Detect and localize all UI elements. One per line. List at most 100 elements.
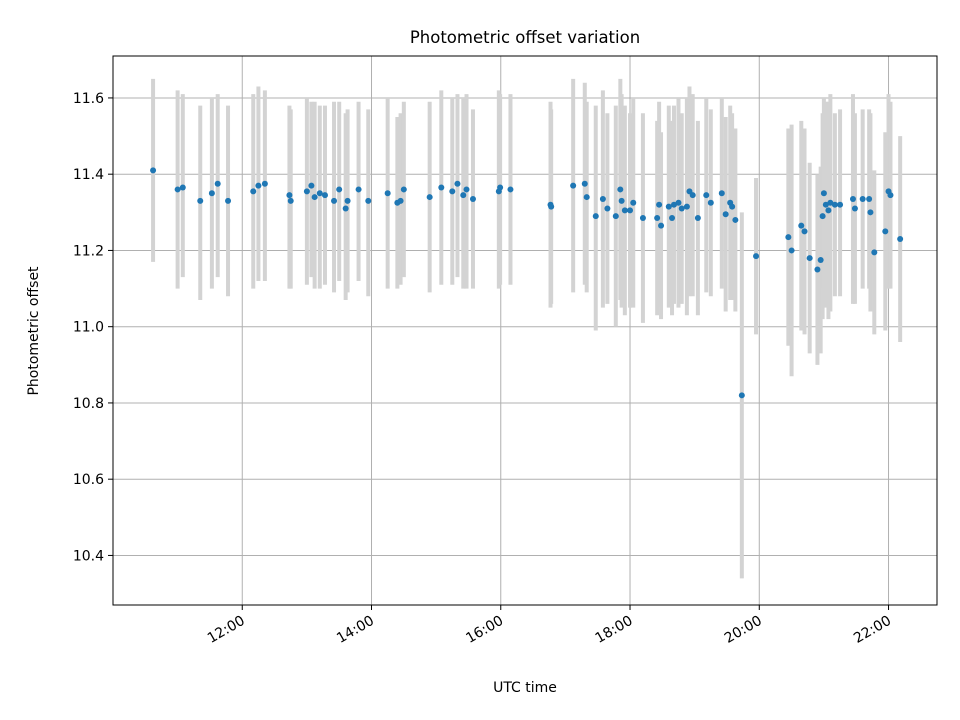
y-tick-label: 11.0 (73, 320, 104, 336)
data-point (630, 199, 637, 206)
data-point (592, 213, 599, 220)
data-point (426, 194, 433, 201)
x-tick-label: 12:00 (205, 613, 248, 647)
data-point (286, 192, 293, 199)
data-point (882, 228, 889, 235)
y-axis-label: Photometric offset (26, 266, 42, 396)
data-point (321, 192, 328, 199)
data-point (336, 186, 343, 193)
data-point (583, 194, 590, 201)
data-point (897, 236, 904, 242)
y-tick-label: 10.6 (73, 472, 104, 488)
data-point (617, 186, 624, 193)
data-point (798, 222, 805, 229)
data-point (827, 199, 834, 206)
error-bars (151, 78, 903, 579)
data-point (753, 253, 760, 260)
data-point (871, 249, 878, 256)
data-point (683, 203, 690, 210)
data-point (261, 180, 268, 187)
data-point (621, 207, 628, 214)
data-point (308, 182, 315, 189)
data-point (658, 222, 665, 229)
plot-frame (112, 55, 938, 606)
data-point (806, 255, 813, 262)
data-point (581, 180, 588, 187)
y-tick-label: 11.6 (73, 91, 104, 107)
data-point (344, 197, 351, 204)
data-point (785, 234, 792, 241)
data-point (831, 201, 838, 208)
x-tick-label: 20:00 (722, 613, 765, 647)
grid (113, 56, 937, 605)
data-point (365, 197, 372, 204)
data-point (250, 188, 257, 195)
data-point (497, 184, 504, 191)
data-point (718, 190, 725, 197)
y-tick-label: 11.4 (73, 167, 104, 183)
data-point (788, 247, 795, 254)
data-point (837, 201, 844, 208)
data-point (675, 199, 682, 206)
data-point (342, 205, 349, 212)
x-axis: 12:00 14:00 16:00 18:00 20:00 22:00 (205, 605, 894, 647)
data-point (397, 197, 404, 204)
data-point (438, 184, 445, 191)
data-point (331, 197, 338, 204)
data-point (463, 186, 470, 193)
data-point (460, 192, 467, 199)
data-point (454, 180, 461, 187)
data-point (355, 186, 362, 193)
data-point (469, 195, 476, 202)
data-point (599, 195, 606, 202)
data-point (729, 203, 736, 210)
x-tick-label: 22:00 (851, 613, 894, 647)
data-point (604, 205, 611, 212)
data-point (732, 216, 739, 223)
data-point (738, 392, 745, 399)
y-tick-label: 10.4 (73, 548, 104, 564)
data-point (303, 188, 310, 195)
data-point (612, 213, 619, 220)
data-point (801, 228, 808, 235)
data-point (197, 197, 204, 204)
data-point (174, 186, 181, 193)
data-point (384, 190, 391, 197)
chart-title: Photometric offset variation (410, 28, 640, 47)
data-point (670, 201, 677, 208)
data-point (548, 203, 555, 210)
data-point (618, 197, 625, 204)
data-point (822, 201, 829, 208)
data-point (316, 190, 323, 197)
data-point (627, 207, 634, 214)
data-point (887, 192, 894, 199)
data-point (449, 188, 456, 195)
data-point (656, 201, 663, 208)
data-point (819, 213, 826, 220)
data-point (703, 192, 710, 199)
data-point (814, 266, 821, 273)
data-point (689, 192, 696, 199)
data-point (722, 211, 729, 218)
data-point (225, 197, 232, 204)
data-point (150, 167, 157, 174)
data-point (817, 256, 824, 263)
x-tick-label: 18:00 (593, 613, 636, 647)
data-point (179, 184, 186, 191)
data-point (507, 186, 514, 193)
data-point (255, 182, 262, 189)
data-point (208, 190, 215, 197)
data-point (866, 195, 873, 202)
data-point (707, 199, 714, 206)
y-tick-label: 10.8 (73, 396, 104, 412)
data-point (859, 195, 866, 202)
data-point (867, 209, 874, 216)
data-point (849, 195, 856, 202)
data-point (570, 182, 577, 189)
data-points (150, 167, 904, 399)
data-point (287, 197, 294, 204)
data-point (214, 180, 221, 187)
data-point (311, 194, 318, 201)
data-point (694, 215, 701, 222)
